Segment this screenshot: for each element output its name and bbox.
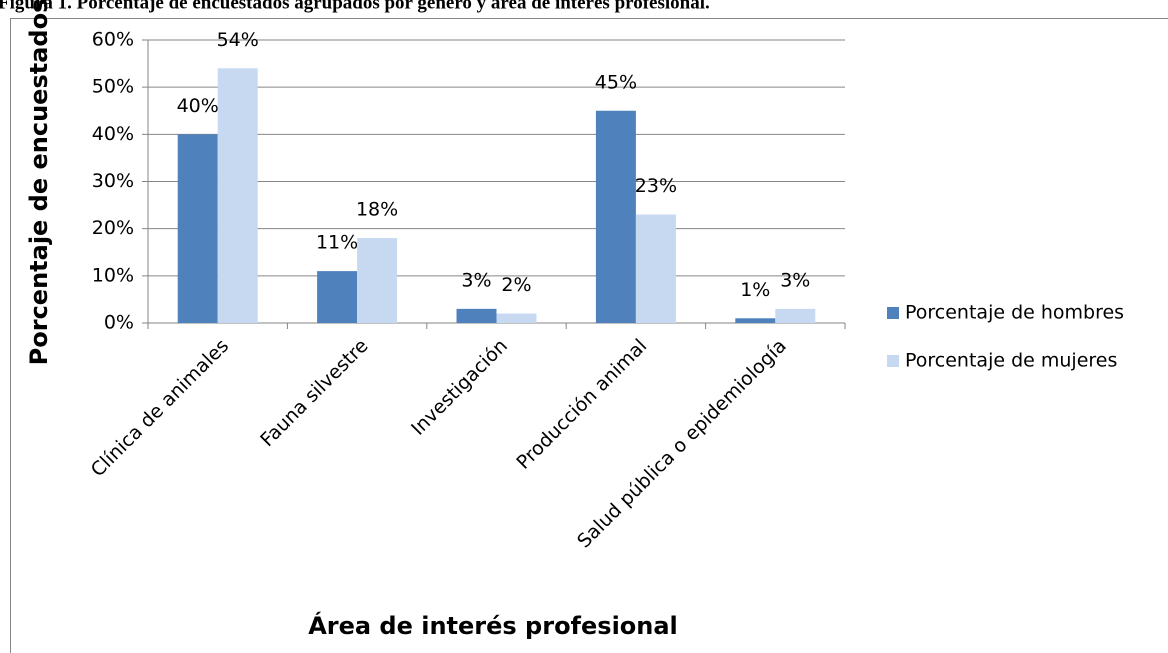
- data-label: 45%: [595, 71, 637, 93]
- data-label: 11%: [316, 232, 358, 254]
- bar: [177, 134, 218, 323]
- y-tick-label: 30%: [92, 170, 134, 192]
- x-axis-title: Área de interés profesional: [308, 611, 678, 640]
- x-tick-label: Investigación: [407, 335, 512, 440]
- y-tick-label: 20%: [92, 217, 134, 239]
- data-label: 2%: [501, 274, 531, 296]
- bar: [635, 214, 676, 323]
- bar: [317, 271, 358, 323]
- legend-label: Porcentaje de hombres: [905, 302, 1124, 324]
- data-label: 40%: [177, 95, 219, 117]
- data-label: 1%: [740, 279, 770, 301]
- data-label: 54%: [217, 29, 259, 51]
- bar: [357, 238, 398, 323]
- y-axis-title: Porcentaje de encuestados: [25, 0, 53, 365]
- y-tick-label: 40%: [92, 123, 134, 145]
- chart-border: [10, 18, 1168, 653]
- data-label: 3%: [461, 269, 491, 291]
- bar: [456, 308, 497, 323]
- y-tick-label: 10%: [92, 264, 134, 286]
- bar: [217, 68, 258, 323]
- y-tick-label: 50%: [92, 76, 134, 98]
- data-label: 23%: [635, 175, 677, 197]
- x-tick-label: Fauna silvestre: [256, 335, 372, 451]
- x-tick-label: Producción animal: [512, 335, 651, 474]
- legend-swatch: [887, 355, 899, 367]
- data-label: 3%: [780, 269, 810, 291]
- bar: [496, 313, 537, 323]
- data-label: 18%: [356, 199, 398, 221]
- legend-swatch: [887, 307, 899, 319]
- bar: [735, 318, 776, 323]
- y-tick-label: 60%: [92, 29, 134, 51]
- legend-label: Porcentaje de mujeres: [905, 350, 1117, 372]
- bar: [775, 308, 816, 323]
- y-tick-label: 0%: [104, 312, 134, 334]
- x-tick-label: Clínica de animales: [87, 335, 233, 481]
- bar: [595, 110, 636, 323]
- caption: Figura 1. Porcentaje de encuestados agru…: [0, 0, 710, 13]
